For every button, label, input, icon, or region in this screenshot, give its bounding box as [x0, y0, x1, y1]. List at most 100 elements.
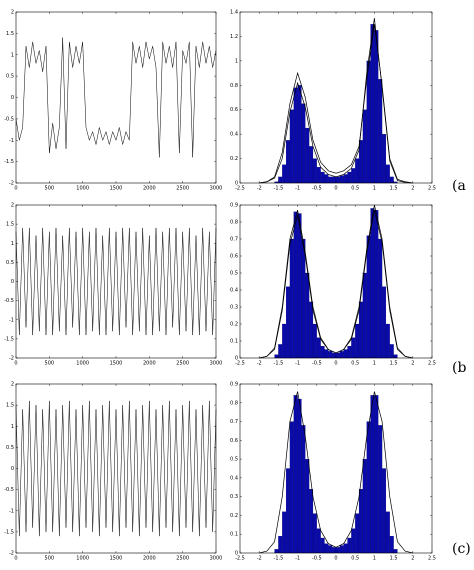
- x-tick-label: 2: [411, 361, 414, 367]
- histogram-bar: [285, 468, 291, 554]
- histogram-bar: [332, 352, 337, 359]
- histogram-bar: [374, 210, 379, 359]
- y-tick-label: 0.4: [230, 132, 238, 138]
- y-tick-label: 0: [11, 466, 14, 472]
- histogram-bar: [347, 171, 352, 184]
- histogram-bar: [355, 158, 360, 184]
- y-tick-label: 0.5: [230, 271, 238, 277]
- panel-label: (a: [452, 178, 466, 194]
- histogram-bar: [335, 176, 340, 184]
- y-tick-label: 0.1: [230, 532, 238, 538]
- histogram-bar: [343, 543, 348, 554]
- x-tick-label: 2000: [143, 186, 156, 192]
- histogram-bar: [362, 272, 367, 359]
- x-tick-label: 2500: [176, 556, 189, 562]
- y-tick-label: 0: [235, 551, 238, 557]
- histogram-bar: [370, 208, 375, 359]
- y-tick-label: 0.6: [230, 107, 238, 113]
- x-tick-label: 1: [373, 361, 376, 367]
- histogram-bar: [385, 511, 390, 554]
- x-tick-label: 2000: [143, 361, 156, 367]
- x-tick-label: 1.5: [390, 186, 398, 192]
- histogram-bar: [381, 134, 387, 184]
- y-tick-label: 0.7: [230, 419, 238, 425]
- y-tick-label: 2: [11, 10, 14, 16]
- histogram-bar: [389, 344, 394, 359]
- histogram-bar: [285, 140, 291, 184]
- y-tick-label: 0.9: [230, 382, 238, 388]
- histogram-bar: [301, 238, 306, 359]
- x-tick-label: 0.5: [351, 361, 359, 367]
- histogram-bar: [385, 164, 390, 184]
- y-tick-label: 0: [235, 356, 238, 362]
- histogram-bar: [282, 323, 287, 359]
- histogram-bar: [285, 286, 291, 359]
- histogram-bar: [305, 127, 310, 184]
- y-tick-label: 0.2: [230, 513, 238, 519]
- y-tick-label: 0.5: [230, 457, 238, 463]
- y-tick-label: 0: [11, 279, 14, 285]
- x-tick-label: 0.5: [351, 186, 359, 192]
- histogram-bar: [389, 535, 394, 554]
- y-tick-label: -1.5: [4, 159, 14, 165]
- histogram-bar: [328, 176, 333, 184]
- histogram-bar: [393, 549, 398, 554]
- y-tick-label: 1: [11, 424, 14, 430]
- x-tick-label: 2: [411, 556, 414, 562]
- x-tick-label: 1000: [76, 361, 89, 367]
- panel-label: (b: [452, 360, 466, 376]
- x-tick-label: 1500: [110, 361, 123, 367]
- density-curve: [259, 18, 413, 184]
- histogram-bar: [358, 301, 363, 359]
- histogram-bar: [293, 87, 298, 184]
- histogram-bar: [328, 545, 333, 554]
- histogram-bar: [309, 301, 314, 359]
- histogram-bar: [312, 323, 317, 359]
- y-tick-label: -2: [9, 356, 14, 362]
- x-tick-label: 500: [45, 186, 55, 192]
- axes-frame: [239, 204, 433, 359]
- histogram-bar: [355, 513, 360, 554]
- x-tick-label: 2.5: [428, 556, 436, 562]
- x-tick-label: -2.5: [235, 361, 245, 367]
- histogram-bar: [393, 354, 398, 359]
- x-tick-label: -1: [295, 556, 300, 562]
- x-tick-label: 1500: [110, 556, 123, 562]
- x-tick-label: 3000: [210, 556, 223, 562]
- x-tick-label: -2: [257, 556, 262, 562]
- histogram-bar: [362, 109, 367, 184]
- x-tick-label: -0.5: [312, 361, 322, 367]
- y-tick-label: 0.6: [230, 438, 238, 444]
- histogram-bar: [289, 421, 294, 554]
- x-tick-label: 500: [45, 556, 55, 562]
- y-tick-label: 1: [235, 58, 238, 64]
- histogram-bar: [316, 167, 321, 184]
- x-tick-label: -0.5: [312, 556, 322, 562]
- histogram-bar: [282, 164, 287, 184]
- x-tick-label: -2: [257, 361, 262, 367]
- signal-line: [15, 400, 217, 537]
- y-tick-label: -1: [9, 508, 14, 514]
- histogram-bar: [312, 513, 317, 554]
- y-tick-label: -2: [9, 181, 14, 187]
- y-tick-label: -1.5: [4, 529, 14, 535]
- histogram-bar: [332, 547, 337, 554]
- x-tick-label: 1: [373, 556, 376, 562]
- x-tick-label: -1: [295, 361, 300, 367]
- x-tick-label: 0.5: [351, 556, 359, 562]
- histogram-bar: [358, 489, 363, 554]
- y-tick-label: 1.4: [230, 10, 238, 16]
- y-tick-label: -0.5: [4, 298, 14, 304]
- x-tick-label: 2000: [143, 556, 156, 562]
- histogram-bar: [385, 323, 390, 359]
- x-tick-label: 500: [45, 361, 55, 367]
- histogram-bar: [347, 537, 352, 554]
- signal-line: [15, 37, 217, 158]
- x-tick-label: 0: [14, 361, 17, 367]
- x-tick-label: -2: [257, 186, 262, 192]
- y-tick-label: 0.5: [6, 445, 14, 451]
- histogram-bar: [362, 459, 367, 554]
- y-tick-label: 0.6: [230, 254, 238, 260]
- y-tick-label: 0.5: [6, 260, 14, 266]
- histogram-bar: [309, 146, 314, 184]
